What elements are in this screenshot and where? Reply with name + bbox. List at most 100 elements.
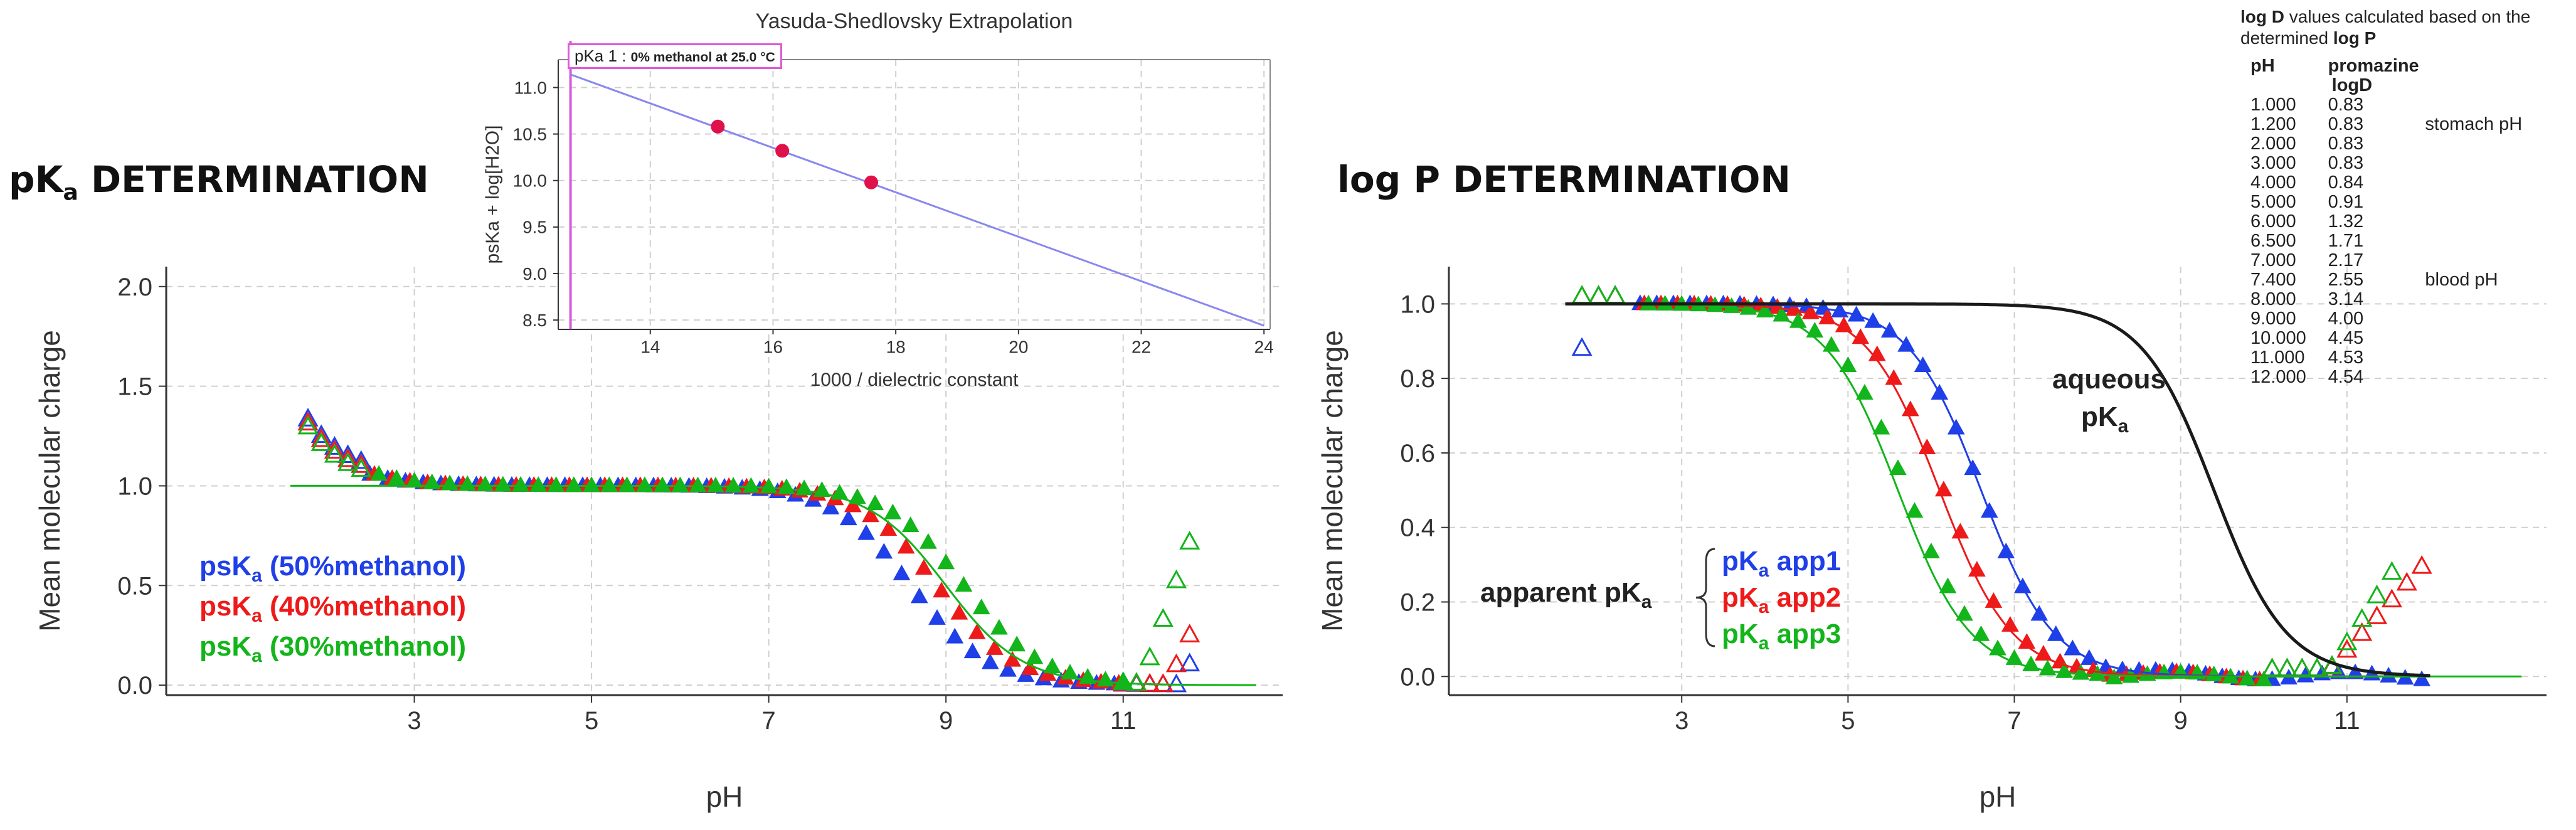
logd-cell-logd: 3.14 (2328, 289, 2364, 309)
data-point-filled (1806, 322, 1824, 338)
pka-legend-40-methanol: psKa (40%methanol) (199, 591, 466, 626)
logd-panel: log D values calculated based on the det… (2240, 6, 2567, 387)
x-tick-label: 18 (886, 337, 906, 356)
logd-cell-note (2425, 193, 2567, 212)
aqueous-pka-label-line1: aqueous (2052, 364, 2166, 395)
data-point-open (2381, 588, 2402, 608)
logd-table-row: 5.000 0.91 (2240, 193, 2567, 212)
data-point-open (351, 458, 372, 477)
data-point-filled (1822, 336, 1840, 352)
data-point-filled (494, 476, 512, 492)
data-point-filled (405, 472, 423, 488)
logd-cell-logd: 0.83 (2328, 114, 2364, 134)
logd-cell-ph: 4.000 (2250, 173, 2296, 193)
data-point-open (297, 407, 319, 427)
data-point-filled (1872, 418, 1890, 435)
data-point-open (310, 432, 332, 451)
x-tick-label: 24 (1254, 337, 1274, 356)
data-point-filled (1004, 651, 1021, 667)
x-tick-label: 16 (763, 337, 783, 356)
data-point-filled (707, 476, 724, 492)
data-point-filled (884, 503, 902, 519)
x-axis-label: pH (706, 780, 743, 813)
x-tick-label: 3 (407, 707, 421, 735)
data-point-filled (689, 476, 707, 492)
data-point-open (1179, 624, 1201, 642)
data-point-filled (875, 543, 893, 559)
pka-legend-30-methanol: psKa (30%methanol) (199, 631, 466, 666)
data-point-filled (946, 627, 964, 644)
x-tick-label: 14 (640, 337, 660, 356)
data-point-open (1165, 673, 1187, 693)
data-point-filled (2238, 669, 2256, 686)
data-point-filled (1008, 636, 1026, 652)
logd-cell-ph: 7.000 (2250, 250, 2296, 270)
data-point-filled (1026, 648, 1044, 664)
y-tick-label: 0.0 (1400, 663, 1435, 691)
logp-legend-app2: pKa app2 (1722, 582, 1842, 617)
data-point-filled (512, 476, 529, 492)
logd-cell-logd: 4.53 (2328, 348, 2364, 368)
pka-fit-curve (290, 484, 1256, 686)
data-point-open (351, 450, 372, 469)
data-point-filled (950, 604, 968, 620)
logd-col-ph: pH (2250, 56, 2275, 76)
y-tick-label: 0.4 (1400, 514, 1435, 542)
logd-cell-note: stomach pH (2425, 114, 2523, 134)
data-point-filled (915, 559, 933, 575)
data-point-open (2336, 631, 2358, 651)
logd-table-row: 8.000 3.14 (2240, 290, 2567, 309)
y-tick-label: 8.5 (522, 311, 547, 330)
logd-header-row: pH promazine (2240, 56, 2567, 76)
data-point-open (1604, 285, 1626, 304)
pka-legend-50-methanol: psKa (50%methanol) (199, 551, 466, 586)
data-point-filled (2072, 664, 2090, 680)
data-point-open (1113, 671, 1134, 690)
data-point-open (2411, 555, 2432, 574)
logd-cell-note (2425, 134, 2567, 154)
inset-data-point (864, 175, 879, 189)
logd-cell-ph: 1.000 (2250, 95, 2296, 115)
data-point-filled (986, 639, 1004, 655)
logd-table-row: 6.500 1.71 (2240, 231, 2567, 251)
logd-table: pH promazine logD 1.000 0.83 1.200 0.83 stom… (2240, 56, 2567, 387)
inset-sample-label: pKa 1 : 0% methanol at 25.0 °C (568, 43, 782, 69)
data-point-filled (893, 565, 911, 580)
data-point-filled (822, 498, 840, 514)
logd-table-row: 7.400 2.55 blood pH (2240, 270, 2567, 290)
x-tick-label: 7 (762, 707, 776, 735)
data-point-filled (1839, 356, 1857, 373)
data-point-filled (564, 476, 583, 492)
data-point-open (1571, 285, 1593, 304)
logd-cell-note (2425, 309, 2567, 329)
data-point-filled (866, 494, 884, 511)
data-point-filled (583, 476, 600, 492)
y-tick-label: 0.2 (1400, 589, 1435, 617)
logd-cell-logd: 4.45 (2328, 328, 2364, 348)
logd-cell-logd: 1.71 (2328, 231, 2364, 251)
pka-series-2 (297, 415, 1201, 691)
data-point-filled (458, 475, 477, 491)
data-point-open (324, 444, 345, 463)
data-point-filled (1972, 625, 1990, 641)
x-tick-label: 22 (1132, 337, 1151, 356)
logd-cell-logd: 2.17 (2328, 250, 2364, 270)
data-point-open (1179, 652, 1201, 672)
data-point-filled (618, 476, 636, 492)
data-point-open (1152, 608, 1174, 627)
data-point-filled (897, 538, 915, 554)
logd-cell-ph: 8.000 (2250, 289, 2296, 309)
data-point-filled (937, 553, 955, 570)
data-point-filled (547, 476, 565, 492)
data-point-filled (862, 506, 879, 523)
data-point-filled (654, 476, 671, 492)
y-tick-label: 1.0 (1400, 290, 1435, 318)
pka-heading: pKa DETERMINATION (9, 158, 429, 206)
data-point-filled (1818, 309, 1837, 324)
data-point-open (337, 444, 359, 464)
data-point-filled (981, 653, 999, 669)
data-point-filled (636, 476, 654, 492)
logd-cell-ph: 11.000 (2250, 348, 2305, 368)
data-point-filled (1897, 336, 1916, 352)
data-point-filled (920, 533, 937, 549)
